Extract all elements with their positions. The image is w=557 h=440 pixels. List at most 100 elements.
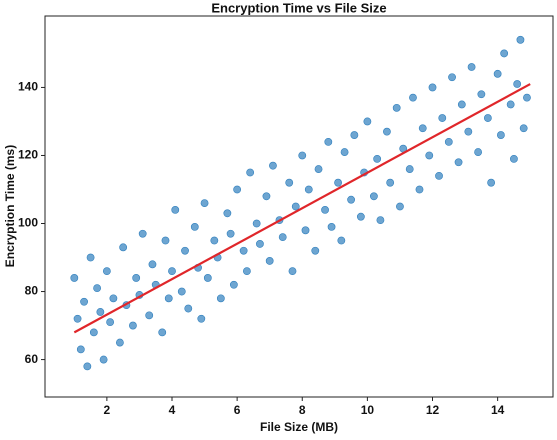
y-tick-label: 80 xyxy=(25,284,39,298)
scatter-point xyxy=(262,192,271,201)
scatter-point xyxy=(340,148,349,156)
scatter-point xyxy=(129,321,137,330)
scatter-point xyxy=(197,314,206,323)
scatter-point xyxy=(425,151,434,160)
scatter-point xyxy=(210,236,219,245)
scatter-point xyxy=(184,304,193,313)
scatter-point xyxy=(347,195,356,204)
scatter-point xyxy=(454,158,463,167)
scatter-point xyxy=(519,124,528,133)
scatter-point xyxy=(493,69,502,78)
scatter-point xyxy=(418,124,427,133)
scatter-point xyxy=(464,127,473,136)
scatter-point xyxy=(291,202,300,211)
scatter-point xyxy=(132,274,141,282)
scatter-point xyxy=(376,216,385,225)
scatter-point xyxy=(314,165,323,173)
scatter-point xyxy=(285,178,294,187)
scatter-point xyxy=(102,267,111,276)
scatter-point xyxy=(115,338,124,347)
scatter-point xyxy=(383,127,391,136)
scatter-point xyxy=(324,137,333,146)
scatter-point xyxy=(223,209,232,218)
scatter-point xyxy=(119,243,128,252)
scatter-point xyxy=(203,274,212,282)
scatter-point xyxy=(516,35,525,44)
scatter-point xyxy=(428,83,437,92)
scatter-point xyxy=(200,199,209,207)
y-tick-label: 100 xyxy=(18,216,38,230)
x-tick-label: 8 xyxy=(299,403,306,417)
x-axis-label: File Size (MB) xyxy=(260,420,338,434)
scatter-point xyxy=(171,206,180,214)
scatter-point xyxy=(500,49,509,58)
scatter-point xyxy=(415,185,424,194)
scatter-point xyxy=(386,178,395,187)
scatter-point xyxy=(334,178,342,187)
scatter-point xyxy=(226,229,235,238)
scatter-point xyxy=(161,236,170,245)
scatter-point xyxy=(96,308,105,316)
scatter-point xyxy=(483,114,492,122)
scatter-point xyxy=(363,117,372,126)
scatter-point xyxy=(278,233,287,242)
chart-title: Encryption Time vs File Size xyxy=(211,0,386,15)
scatter-point xyxy=(301,226,310,235)
scatter-point xyxy=(513,80,522,88)
scatter-point xyxy=(369,192,378,201)
scatter-point xyxy=(304,185,313,194)
scatter-point xyxy=(246,168,255,177)
scatter-point xyxy=(229,280,238,289)
scatter-point xyxy=(233,185,242,194)
scatter-point xyxy=(444,137,453,146)
scatter-point xyxy=(265,257,274,265)
scatter-point xyxy=(164,294,173,303)
scatter-point xyxy=(70,274,79,282)
x-tick-label: 12 xyxy=(426,403,440,417)
scatter-point xyxy=(321,206,329,214)
scatter-point xyxy=(216,294,225,303)
scatter-point xyxy=(239,246,248,255)
scatter-point xyxy=(190,223,199,231)
scatter-point xyxy=(269,161,277,170)
scatter-point xyxy=(457,100,466,109)
y-tick-label: 120 xyxy=(18,148,38,162)
x-tick-label: 10 xyxy=(361,403,375,417)
scatter-point xyxy=(405,165,414,173)
scatter-point xyxy=(477,90,486,99)
scatter-point xyxy=(89,328,98,337)
x-tick-label: 4 xyxy=(169,403,176,417)
scatter-point xyxy=(256,240,264,248)
scatter-point xyxy=(448,73,456,82)
y-tick-label: 140 xyxy=(18,80,38,94)
scatter-point xyxy=(252,219,261,228)
scatter-point xyxy=(145,311,154,320)
scatter-point xyxy=(83,362,92,371)
x-tick-label: 14 xyxy=(491,403,505,417)
x-tick-label: 6 xyxy=(234,403,241,417)
scatter-point xyxy=(435,171,443,180)
scatter-point xyxy=(99,355,108,364)
scatter-point xyxy=(86,253,95,262)
plot-frame xyxy=(44,15,554,398)
y-tick-label: 60 xyxy=(25,352,39,366)
scatter-point xyxy=(467,63,476,71)
scatter-point xyxy=(392,103,401,112)
fit-line xyxy=(73,83,531,334)
scatter-point xyxy=(350,131,359,139)
scatter-point xyxy=(298,151,307,160)
scatter-point xyxy=(73,314,82,323)
scatter-point xyxy=(523,93,531,102)
scatter-point xyxy=(109,294,118,303)
scatter-point xyxy=(242,267,251,276)
y-axis-label: Encryption Time (ms) xyxy=(3,145,17,267)
scatter-point xyxy=(506,100,515,109)
scatter-point xyxy=(496,131,505,139)
scatter-point xyxy=(356,212,365,221)
scatter-point xyxy=(106,318,115,327)
scatter-point xyxy=(396,202,404,211)
scatter-point xyxy=(337,236,346,245)
scatter-point xyxy=(93,284,102,293)
scatter-point xyxy=(438,114,447,122)
